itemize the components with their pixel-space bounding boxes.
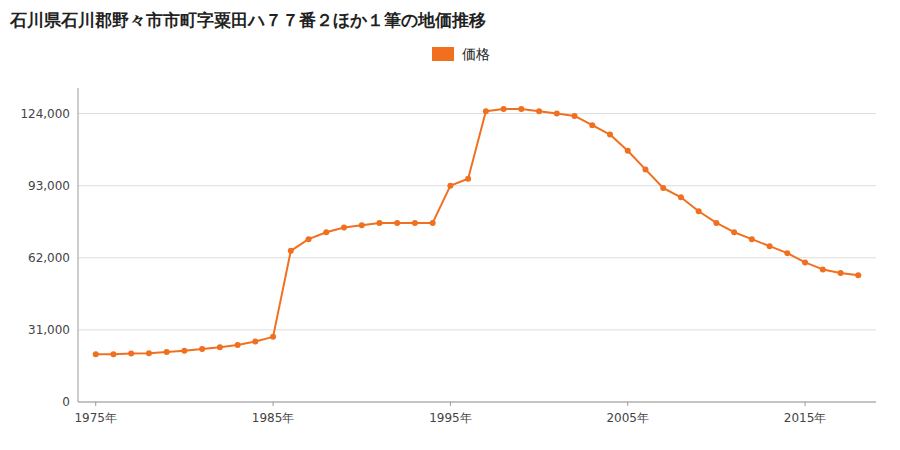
data-point [341,225,347,231]
data-point [430,220,436,226]
x-tick-label: 1975年 [74,411,117,425]
data-point [731,229,737,235]
data-point [536,108,542,114]
chart-container: 石川県石川郡野々市市町字粟田ハ７７番２ほか１筆の地価推移 0 31,000 62,00… [0,0,900,450]
data-point [554,111,560,117]
data-point [235,342,241,348]
data-point [306,236,312,242]
legend-swatch [432,47,454,61]
data-point [146,350,152,356]
data-point [749,236,755,242]
data-point [678,194,684,200]
grid-line [78,257,876,258]
grid-line [78,329,876,330]
x-tick [273,402,274,406]
data-point [589,122,595,128]
data-point [838,270,844,276]
data-point [820,266,826,272]
data-point [412,220,418,226]
data-point [181,348,187,354]
data-point [642,166,648,172]
chart-svg: 石川県石川郡野々市市町字粟田ハ７７番２ほか１筆の地価推移 0 31,000 62,00… [0,0,900,450]
data-point [465,176,471,182]
data-point [252,339,258,345]
x-tick-label: 2015年 [784,411,827,425]
x-tick [627,402,628,406]
data-point [93,351,99,357]
x-tick [450,402,451,406]
x-tick-label: 1995年 [429,411,472,425]
chart-title: 石川県石川郡野々市市町字粟田ハ７７番２ほか１筆の地価推移 [9,10,486,30]
data-point [376,220,382,226]
data-point [767,243,773,249]
data-point [110,351,116,357]
data-point [447,183,453,189]
y-tick-label: 62,000 [28,251,70,265]
plot-area [93,106,862,357]
data-point [217,344,223,350]
data-point [270,334,276,340]
grid-line [78,113,876,114]
x-axis-line [78,402,876,403]
data-point [359,222,365,228]
x-tick [805,402,806,406]
data-point [625,148,631,154]
data-point [713,220,719,226]
y-tick-label: 124,000 [20,107,70,121]
x-tick-label: 1985年 [252,411,295,425]
data-point [696,208,702,214]
legend-label: 価格 [462,46,490,62]
data-point [483,108,489,114]
data-point [128,351,134,357]
data-point [199,346,205,352]
data-point [784,250,790,256]
data-point [501,106,507,112]
grid [78,114,876,402]
data-point [323,229,329,235]
data-point [855,272,861,278]
y-axis-line [78,88,79,402]
data-point [164,349,170,355]
data-point [607,132,613,138]
data-point [572,113,578,119]
x-tick [95,402,96,406]
y-tick-label: 0 [62,395,70,409]
data-point [288,248,294,254]
data-point [518,106,524,112]
y-tick-label: 31,000 [28,323,70,337]
grid-line [78,185,876,186]
data-point [802,259,808,265]
data-point [394,220,400,226]
series-line [96,109,859,354]
x-tick-label: 2005年 [606,411,649,425]
data-point [660,185,666,191]
legend: 価格 [432,46,490,62]
y-tick-label: 93,000 [28,179,70,193]
grid-line [78,402,876,403]
